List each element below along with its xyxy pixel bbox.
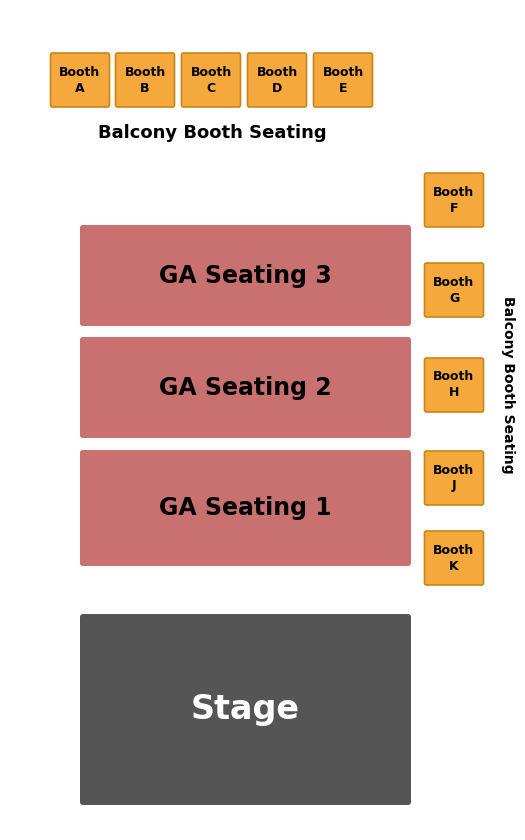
Text: Booth
H: Booth H (433, 370, 475, 400)
Text: Booth
D: Booth D (256, 66, 298, 94)
FancyBboxPatch shape (80, 225, 411, 326)
Text: Booth
C: Booth C (191, 66, 232, 94)
FancyBboxPatch shape (182, 53, 240, 107)
Text: Booth
F: Booth F (433, 186, 475, 214)
FancyBboxPatch shape (313, 53, 373, 107)
Text: Booth
A: Booth A (59, 66, 101, 94)
Text: Balcony Booth Seating: Balcony Booth Seating (501, 297, 515, 474)
Text: GA Seating 2: GA Seating 2 (159, 375, 332, 400)
Text: Booth
K: Booth K (433, 543, 475, 573)
FancyBboxPatch shape (80, 614, 411, 805)
FancyBboxPatch shape (116, 53, 174, 107)
Text: Booth
J: Booth J (433, 464, 475, 492)
FancyBboxPatch shape (50, 53, 110, 107)
Text: Stage: Stage (191, 693, 300, 726)
FancyBboxPatch shape (80, 337, 411, 438)
Text: Booth
B: Booth B (124, 66, 165, 94)
FancyBboxPatch shape (425, 263, 484, 317)
FancyBboxPatch shape (425, 531, 484, 585)
FancyBboxPatch shape (80, 450, 411, 566)
FancyBboxPatch shape (425, 173, 484, 227)
FancyBboxPatch shape (247, 53, 307, 107)
Text: Balcony Booth Seating: Balcony Booth Seating (98, 124, 327, 142)
Text: Booth
G: Booth G (433, 276, 475, 304)
Text: GA Seating 1: GA Seating 1 (159, 496, 332, 520)
Text: Booth
E: Booth E (322, 66, 364, 94)
Text: GA Seating 3: GA Seating 3 (159, 264, 332, 287)
FancyBboxPatch shape (425, 358, 484, 412)
FancyBboxPatch shape (425, 451, 484, 505)
